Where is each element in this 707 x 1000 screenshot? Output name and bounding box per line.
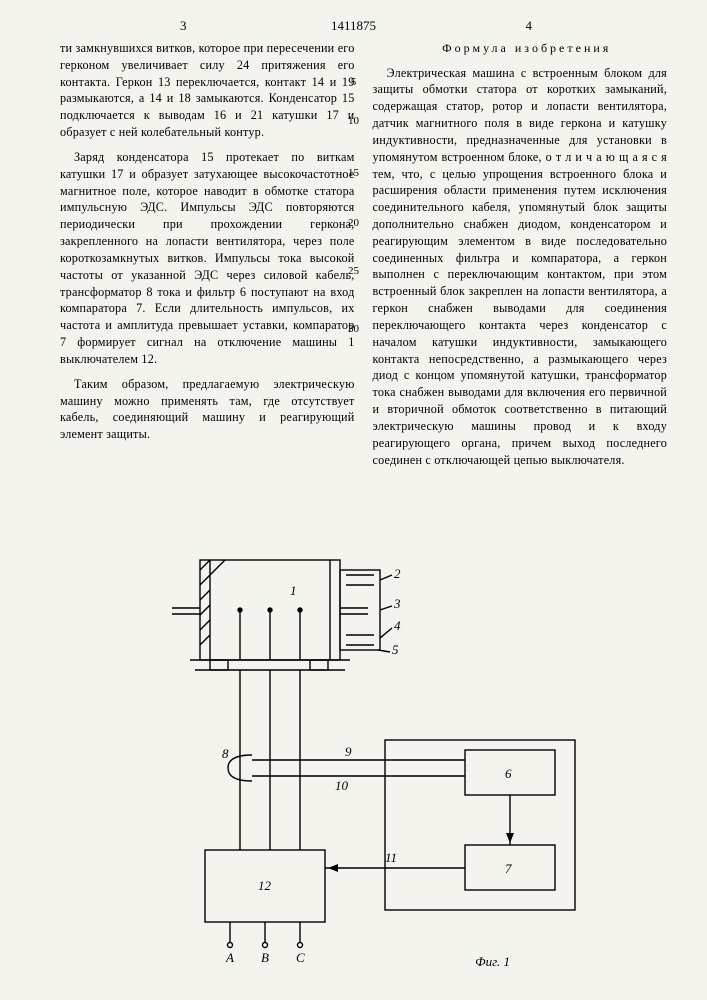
page: 3 1411875 4 5 10 15 20 25 30 ти замкнувш…: [0, 0, 707, 1000]
block-label-5: 5: [392, 642, 399, 657]
wire-label-10: 10: [335, 778, 349, 793]
fan-assembly: [340, 570, 380, 650]
paragraph: Заряд конденсатора 15 протекает по витка…: [60, 149, 355, 368]
text-columns: ти замкнувшихся витков, которое при пере…: [60, 40, 667, 476]
block-label-7: 7: [505, 861, 512, 876]
block-label-6: 6: [505, 766, 512, 781]
figure-caption: Фиг. 1: [475, 954, 510, 970]
paragraph: Электрическая машина с встроенным блоком…: [373, 65, 668, 469]
page-number-left: 3: [180, 18, 187, 34]
wire-label-9: 9: [345, 744, 352, 759]
page-number-right: 4: [526, 18, 533, 34]
right-column: Формула изобретения Электрическая машина…: [373, 40, 668, 476]
terminal-c: C: [296, 950, 305, 965]
diagram-svg: 1 2 3 4 5 8 9 10: [110, 540, 600, 970]
paragraph: ти замкнувшихся витков, которое при пере…: [60, 40, 355, 141]
formula-title: Формула изобретения: [373, 40, 668, 57]
left-column: ти замкнувшихся витков, которое при пере…: [60, 40, 355, 476]
block-label-8: 8: [222, 746, 229, 761]
terminal-a: A: [225, 950, 234, 965]
paragraph: Таким образом, предлагаемую электрическу…: [60, 376, 355, 443]
block-label-3: 3: [393, 596, 401, 611]
figure-1-diagram: 1 2 3 4 5 8 9 10: [110, 540, 600, 970]
block-label-12: 12: [258, 878, 272, 893]
wire-label-11: 11: [385, 850, 397, 865]
block-label-2: 2: [394, 566, 401, 581]
block-label-1: 1: [290, 583, 297, 598]
document-number: 1411875: [331, 18, 376, 34]
block-label-4: 4: [394, 618, 401, 633]
processing-block: [385, 740, 575, 910]
terminal-b: B: [261, 950, 269, 965]
